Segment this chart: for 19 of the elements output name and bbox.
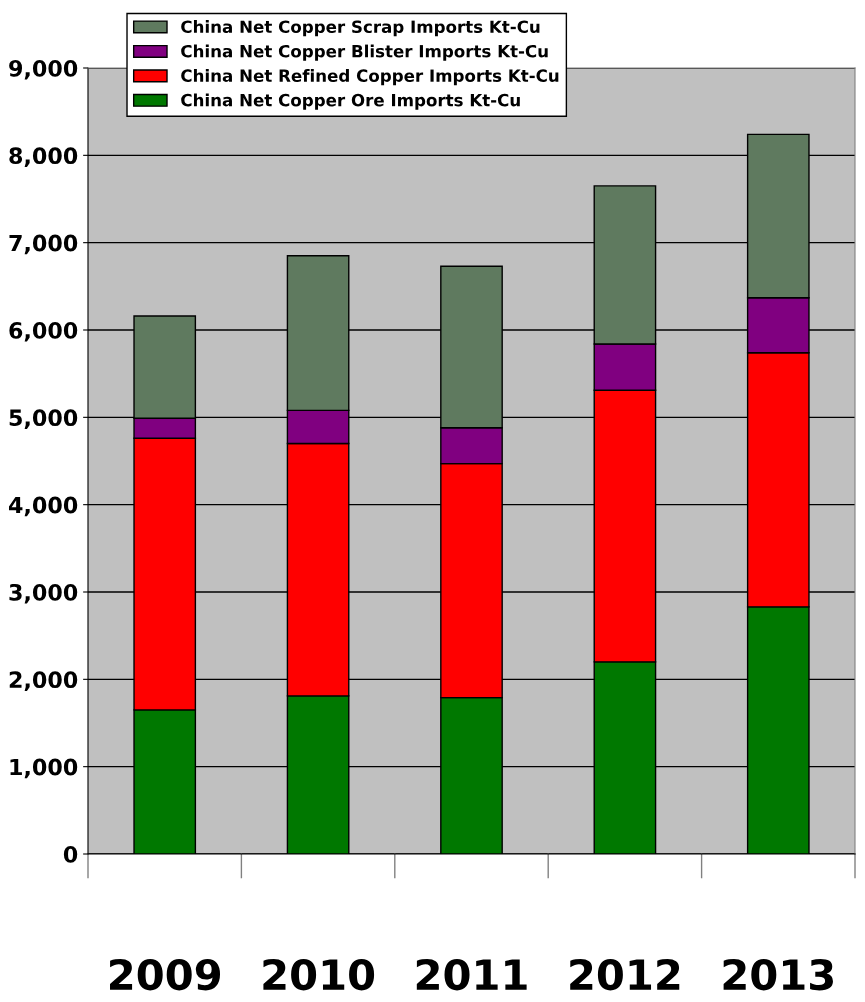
y-tick-label: 3,000 <box>9 583 78 604</box>
x-tick-label: 2009 <box>110 958 221 991</box>
y-tick-label: 7,000 <box>9 234 78 255</box>
y-tick-label: 2,000 <box>9 671 78 691</box>
y-tick-label: 5,000 <box>9 409 78 429</box>
y-tick-label: 1,000 <box>10 758 78 779</box>
legend-label: China Net Refined Copper Imports Kt-Cu <box>181 69 559 86</box>
legend-label: China Net Copper Scrap Imports Kt-Cu <box>181 20 540 37</box>
y-tick-label: 4,000 <box>8 496 78 517</box>
x-tick-label: 2013 <box>723 958 833 991</box>
x-tick-label: 2012 <box>570 958 680 991</box>
y-tick-label: 0 <box>63 845 78 863</box>
y-tick-label: 9,000 <box>9 59 78 80</box>
legend-label: China Net Copper Ore Imports Kt-Cu <box>181 93 520 110</box>
x-tick-label: 2010 <box>263 958 375 991</box>
y-tick-label: 8,000 <box>9 147 78 167</box>
legend-label: China Net Copper Blister Imports Kt-Cu <box>181 44 548 61</box>
y-tick-label: 6,000 <box>9 321 78 342</box>
x-tick-label: 2011 <box>416 958 527 991</box>
